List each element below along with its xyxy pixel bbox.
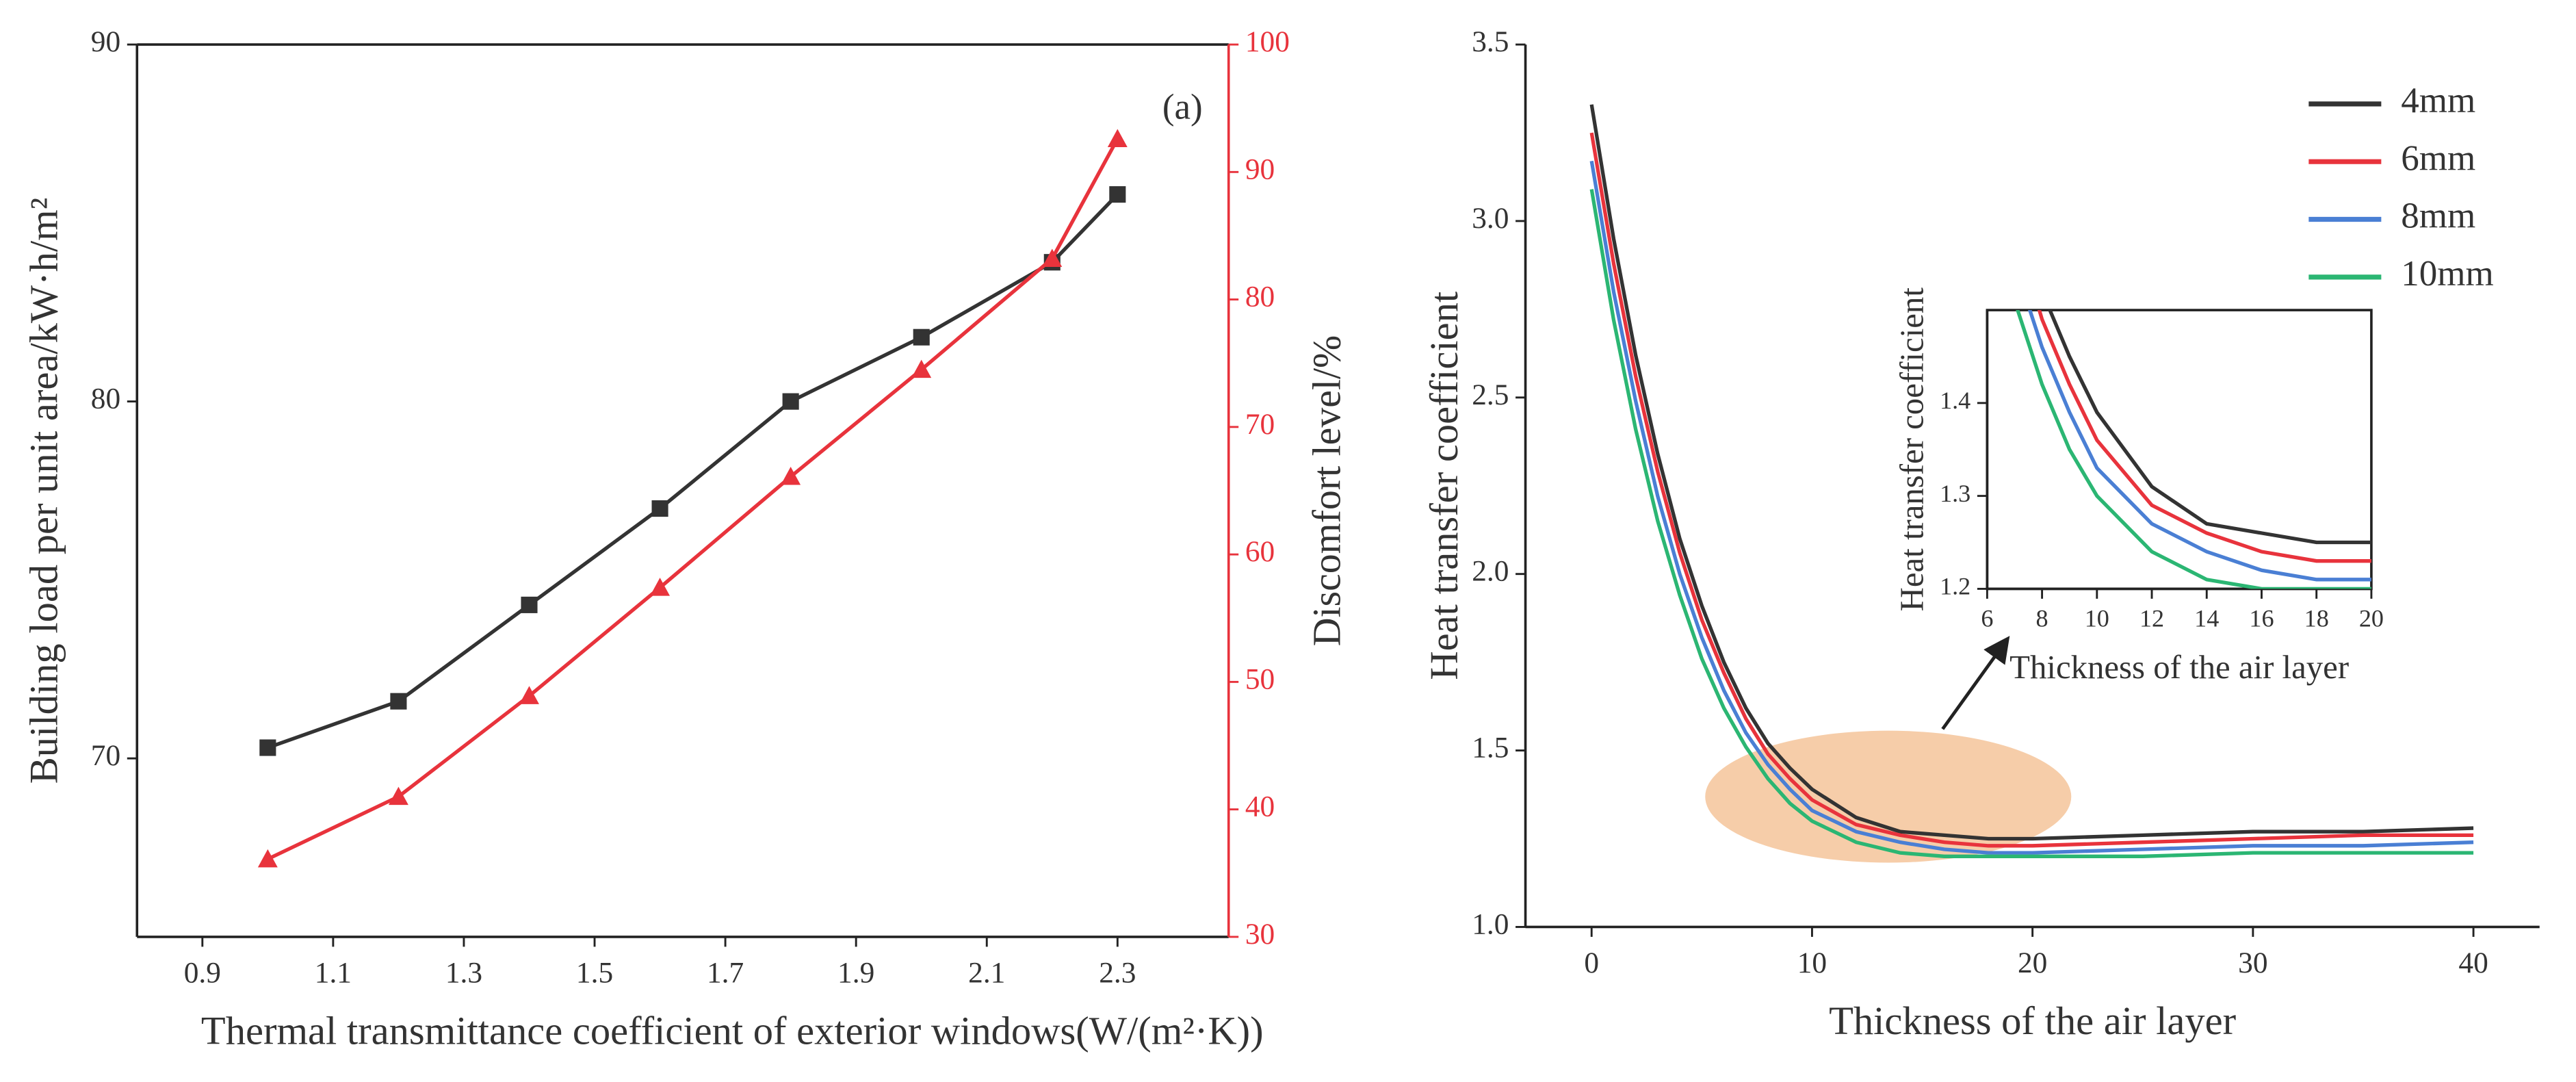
x-tick-label: 10 — [2085, 605, 2109, 632]
y-tick-label: 1.0 — [1472, 907, 1509, 940]
series-line — [1589, 160, 2474, 855]
series-line — [1589, 104, 2474, 841]
point-marker — [1107, 129, 1128, 147]
y-axis-label: Heat transfer coefficient — [1422, 292, 1466, 680]
legend-label: 4mm — [2401, 81, 2475, 120]
x-tick-label: 1.9 — [837, 956, 874, 989]
x-tick-label: 20 — [2018, 946, 2047, 979]
x-tick-label: 1.7 — [707, 956, 744, 989]
x-tick-label: 8 — [2036, 605, 2048, 632]
x-axis-label: Thickness of the air layer — [1829, 999, 2236, 1043]
y-tick-label: 80 — [91, 383, 120, 415]
x-tick-label: 14 — [2194, 605, 2219, 632]
y-tick-label: 1.4 — [1940, 387, 1970, 414]
series-line — [1589, 189, 2474, 858]
x-tick-label: 0.9 — [184, 956, 221, 989]
series-line — [267, 138, 1119, 861]
point-marker — [519, 686, 539, 704]
x-tick-label: 1.5 — [576, 956, 613, 989]
point-marker — [257, 849, 278, 868]
point-marker — [390, 693, 407, 710]
y2-tick-label: 80 — [1245, 281, 1275, 313]
y2-tick-label: 40 — [1245, 790, 1275, 823]
y-axis-label: Building load per unit area/kW·h/m² — [22, 198, 66, 784]
highlight-ellipse — [1705, 730, 2072, 863]
y2-tick-label: 70 — [1245, 408, 1275, 441]
x-tick-label: 10 — [1797, 946, 1827, 979]
point-marker — [782, 393, 799, 410]
x-tick-label: 2.3 — [1099, 956, 1136, 989]
point-marker — [1109, 186, 1126, 203]
y2-tick-label: 50 — [1245, 662, 1275, 695]
y2-tick-label: 60 — [1245, 535, 1275, 568]
series-line — [2027, 310, 2371, 582]
y-tick-label: 2.5 — [1472, 378, 1509, 411]
annotation: (a) — [1162, 88, 1203, 127]
x-tick-label: 2.1 — [968, 956, 1005, 989]
legend-label: 10mm — [2401, 254, 2494, 294]
series-line — [2016, 310, 2371, 589]
x-tick-label: 1.1 — [315, 956, 352, 989]
y-tick-label: 1.3 — [1940, 480, 1970, 507]
y-tick-label: 1.5 — [1472, 732, 1509, 764]
x-tick-label: 16 — [2249, 605, 2274, 632]
point-marker — [1042, 248, 1063, 268]
y-tick-label: 3.5 — [1472, 25, 1509, 58]
point-marker — [651, 500, 668, 517]
x-tick-label: 18 — [2304, 605, 2329, 632]
point-marker — [521, 596, 538, 613]
x-tick-label: 6 — [1981, 605, 1993, 632]
x-axis-label: Thickness of the air layer — [2009, 649, 2349, 686]
y2-tick-label: 30 — [1245, 918, 1275, 951]
series-line — [2037, 310, 2371, 563]
series-line — [2048, 310, 2371, 545]
y-tick-label: 2.0 — [1472, 555, 1509, 588]
y-tick-label: 90 — [91, 25, 120, 58]
x-tick-label: 12 — [2139, 605, 2164, 632]
x-tick-label: 30 — [2238, 946, 2267, 979]
point-marker — [913, 329, 930, 346]
x-axis-label: Thermal transmittance coefficient of ext… — [201, 1009, 1264, 1053]
legend-label: 8mm — [2401, 196, 2475, 236]
point-marker — [650, 578, 671, 596]
point-marker — [781, 467, 801, 485]
point-marker — [259, 739, 276, 756]
x-tick-label: 40 — [2458, 946, 2488, 979]
point-marker — [911, 359, 932, 378]
x-tick-label: 1.3 — [445, 956, 482, 989]
y-tick-label: 3.0 — [1472, 202, 1509, 235]
y-tick-label: 70 — [91, 739, 120, 772]
series-line — [267, 193, 1119, 749]
point-marker — [388, 786, 408, 806]
y2-axis-label: Discomfort level/% — [1304, 335, 1349, 646]
x-tick-label: 0 — [1584, 946, 1599, 979]
legend-label: 6mm — [2401, 138, 2475, 178]
series-line — [1589, 132, 2474, 848]
y2-tick-label: 100 — [1245, 25, 1290, 58]
x-tick-label: 20 — [2359, 605, 2384, 632]
zoom-arrow — [1941, 636, 2010, 730]
y-tick-label: 1.2 — [1940, 573, 1970, 600]
y-axis-label: Heat transfer coefficient — [1894, 287, 1931, 612]
y2-tick-label: 90 — [1245, 153, 1275, 185]
